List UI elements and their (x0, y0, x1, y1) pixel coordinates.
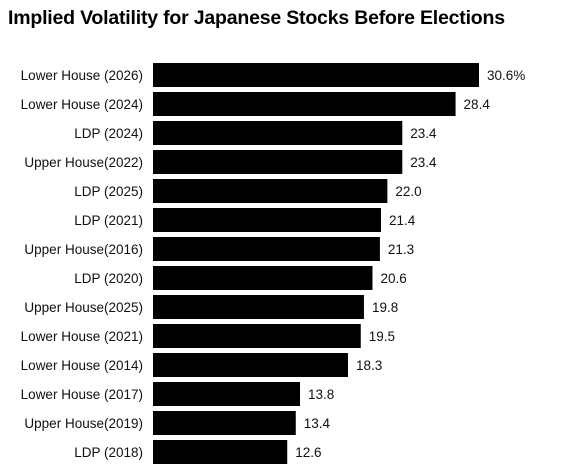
bar (153, 208, 381, 232)
bar (153, 411, 296, 435)
category-label: LDP (2021) (74, 213, 143, 228)
category-label: Lower House (2024) (21, 97, 143, 112)
value-label: 12.6 (295, 445, 321, 460)
value-label: 23.4 (410, 155, 437, 170)
value-label: 22.0 (395, 184, 421, 199)
value-label: 13.4 (304, 416, 331, 431)
bar (153, 150, 403, 174)
value-label: 20.6 (380, 271, 406, 286)
chart-title: Implied Volatility for Japanese Stocks B… (8, 7, 505, 29)
category-label: LDP (2020) (74, 271, 143, 286)
category-label: Lower House (2026) (21, 68, 143, 83)
value-label: 28.4 (464, 97, 491, 112)
value-label: 19.5 (369, 329, 395, 344)
value-label: 21.3 (388, 242, 414, 257)
value-label: 19.8 (372, 300, 398, 315)
category-label: Upper House(2016) (24, 242, 143, 257)
bar (153, 266, 373, 290)
bar-group: Lower House (2026) 30.6% Lower House (2024… (21, 63, 525, 464)
value-label: 13.8 (308, 387, 334, 402)
value-label: 18.3 (356, 358, 382, 373)
bar (153, 382, 301, 406)
bar (153, 121, 403, 145)
bar (153, 324, 361, 348)
category-label: Upper House(2025) (24, 300, 143, 315)
category-label: LDP (2018) (74, 445, 143, 460)
bar (153, 63, 479, 87)
category-label: LDP (2025) (74, 184, 143, 199)
category-label: Lower House (2014) (21, 358, 143, 373)
value-label: 21.4 (389, 213, 416, 228)
bar (153, 92, 456, 116)
category-label: Lower House (2017) (21, 387, 143, 402)
bar (153, 237, 380, 261)
bar (153, 440, 288, 464)
bar (153, 179, 388, 203)
category-label: Upper House(2019) (24, 416, 143, 431)
bar (153, 353, 348, 377)
category-label: LDP (2024) (74, 126, 143, 141)
category-label: Lower House (2021) (21, 329, 143, 344)
category-label: Upper House(2022) (24, 155, 143, 170)
bar (153, 295, 364, 319)
value-label: 30.6% (487, 68, 525, 83)
value-label: 23.4 (410, 126, 437, 141)
